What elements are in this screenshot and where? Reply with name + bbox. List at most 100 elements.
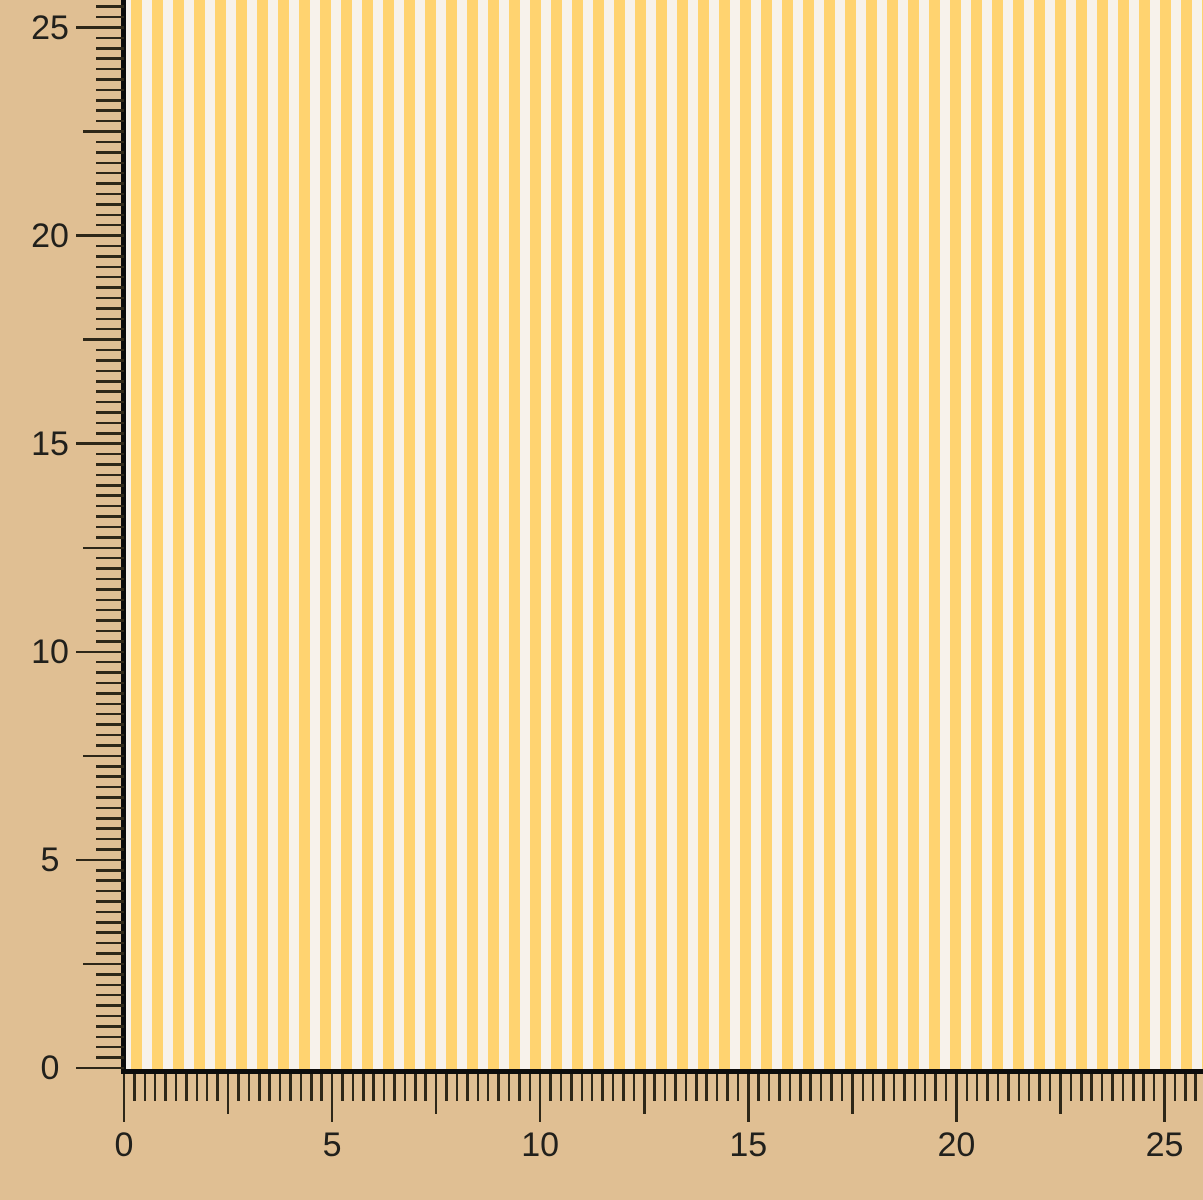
bottom-ruler-medium-tick — [851, 1074, 854, 1114]
left-ruler-minor-tick — [96, 244, 124, 248]
bottom-ruler-minor-tick — [632, 1074, 636, 1101]
bottom-ruler-minor-tick — [809, 1074, 812, 1101]
bottom-ruler-major-tick — [538, 1074, 542, 1122]
left-ruler-medium-tick — [83, 338, 124, 341]
left-ruler-minor-tick — [96, 359, 124, 362]
left-ruler-minor-tick — [96, 879, 124, 882]
bottom-ruler-minor-tick — [1121, 1074, 1125, 1101]
left-ruler-minor-tick — [96, 57, 124, 60]
left-ruler-minor-tick — [96, 993, 124, 997]
left-ruler-minor-tick — [96, 255, 124, 258]
left-ruler-minor-tick — [96, 67, 124, 71]
left-ruler-minor-tick — [96, 296, 124, 300]
left-ruler-minor-tick — [96, 213, 124, 217]
bottom-ruler-minor-tick — [476, 1074, 480, 1101]
bottom-ruler-minor-tick — [133, 1074, 136, 1101]
left-ruler-number: 15 — [31, 424, 69, 463]
bottom-ruler-minor-tick — [143, 1074, 147, 1101]
bottom-ruler-minor-tick — [153, 1074, 157, 1101]
bottom-ruler-minor-tick — [247, 1074, 251, 1101]
bottom-ruler-minor-tick — [205, 1074, 209, 1101]
bottom-ruler-minor-tick — [570, 1074, 573, 1101]
left-ruler-major-tick — [76, 234, 124, 237]
left-ruler-minor-tick — [96, 1025, 124, 1028]
bottom-ruler-minor-tick — [695, 1074, 698, 1101]
left-ruler-minor-tick — [96, 619, 124, 622]
left-ruler-minor-tick — [96, 421, 124, 425]
left-ruler-minor-tick — [96, 827, 124, 830]
bottom-ruler-minor-tick — [351, 1074, 355, 1101]
bottom-ruler-major-tick — [1163, 1074, 1166, 1122]
left-ruler-minor-tick — [96, 275, 124, 279]
left-ruler-minor-tick — [96, 900, 124, 903]
left-ruler-minor-tick — [96, 390, 124, 393]
bottom-ruler-minor-tick — [923, 1074, 927, 1101]
bottom-ruler-minor-tick — [341, 1074, 344, 1101]
left-ruler-minor-tick — [96, 203, 124, 206]
bottom-ruler-minor-tick — [382, 1074, 386, 1101]
left-ruler-minor-tick — [96, 494, 124, 497]
left-ruler-minor-tick — [96, 1045, 124, 1049]
bottom-ruler-medium-tick — [1059, 1074, 1062, 1114]
left-ruler-minor-tick — [96, 317, 124, 321]
left-ruler-minor-tick — [96, 1014, 124, 1018]
bottom-ruler-minor-tick — [1080, 1074, 1083, 1101]
left-ruler-minor-tick — [96, 702, 124, 706]
bottom-ruler-minor-tick — [268, 1074, 271, 1101]
left-ruler-minor-tick — [96, 327, 124, 331]
bottom-ruler-minor-tick — [684, 1074, 688, 1101]
bottom-ruler-minor-tick — [996, 1074, 1000, 1101]
left-ruler-number: 5 — [40, 840, 60, 879]
bottom-ruler-minor-tick — [403, 1074, 407, 1101]
bottom-ruler-minor-tick — [414, 1074, 417, 1101]
left-ruler-major-tick — [76, 858, 124, 862]
bottom-ruler-minor-tick — [861, 1074, 864, 1101]
left-ruler-minor-tick — [96, 785, 124, 789]
left-ruler-minor-tick — [96, 848, 124, 851]
bottom-ruler-minor-tick — [559, 1074, 563, 1101]
left-ruler-minor-tick — [96, 484, 124, 487]
left-ruler-minor-tick — [96, 182, 124, 185]
bottom-ruler-minor-tick — [1069, 1074, 1073, 1101]
left-ruler-minor-tick — [96, 400, 124, 404]
left-ruler-minor-tick — [96, 192, 124, 196]
left-ruler-minor-tick — [96, 598, 124, 602]
left-ruler-major-tick — [76, 1066, 124, 1070]
bottom-ruler-minor-tick — [975, 1074, 979, 1101]
bottom-ruler-minor-tick — [497, 1074, 500, 1101]
bottom-ruler-minor-tick — [736, 1074, 740, 1101]
bottom-ruler-minor-tick — [466, 1074, 469, 1101]
bottom-ruler-minor-tick — [507, 1074, 511, 1101]
bottom-ruler-minor-tick — [788, 1074, 792, 1101]
bottom-ruler-minor-tick — [871, 1074, 875, 1101]
bottom-ruler-minor-tick — [944, 1074, 948, 1101]
bottom-ruler-number: 15 — [729, 1126, 768, 1164]
bottom-ruler-minor-tick — [1100, 1074, 1104, 1101]
left-ruler-minor-tick — [96, 765, 124, 768]
left-ruler-minor-tick — [96, 536, 124, 539]
left-ruler-minor-tick — [96, 921, 124, 924]
bottom-ruler-minor-tick — [653, 1074, 656, 1101]
bottom-ruler-minor-tick — [892, 1074, 896, 1101]
left-ruler-number: 0 — [40, 1049, 60, 1087]
left-ruler-minor-tick — [96, 151, 124, 154]
bottom-ruler-minor-tick — [320, 1074, 323, 1101]
left-ruler-medium-tick — [83, 962, 124, 966]
left-ruler-minor-tick — [96, 733, 124, 737]
left-ruler-minor-tick — [96, 775, 124, 778]
fabric-swatch — [121, 0, 1203, 1074]
left-ruler-medium-tick — [83, 546, 124, 549]
bottom-ruler-minor-tick — [195, 1074, 199, 1101]
left-ruler-minor-tick — [96, 161, 124, 164]
bottom-ruler-minor-tick — [1173, 1074, 1177, 1101]
left-ruler-minor-tick — [96, 660, 124, 664]
left-ruler-minor-tick — [96, 140, 124, 144]
left-ruler-minor-tick — [96, 577, 124, 581]
bottom-ruler-minor-tick — [528, 1074, 532, 1101]
bottom-ruler-major-tick — [747, 1074, 750, 1122]
left-ruler-minor-tick — [96, 88, 124, 92]
bottom-ruler-minor-tick — [840, 1074, 844, 1101]
bottom-ruler-minor-tick — [1007, 1074, 1010, 1101]
left-ruler-major-tick — [76, 26, 124, 29]
bottom-ruler-minor-tick — [590, 1074, 594, 1101]
